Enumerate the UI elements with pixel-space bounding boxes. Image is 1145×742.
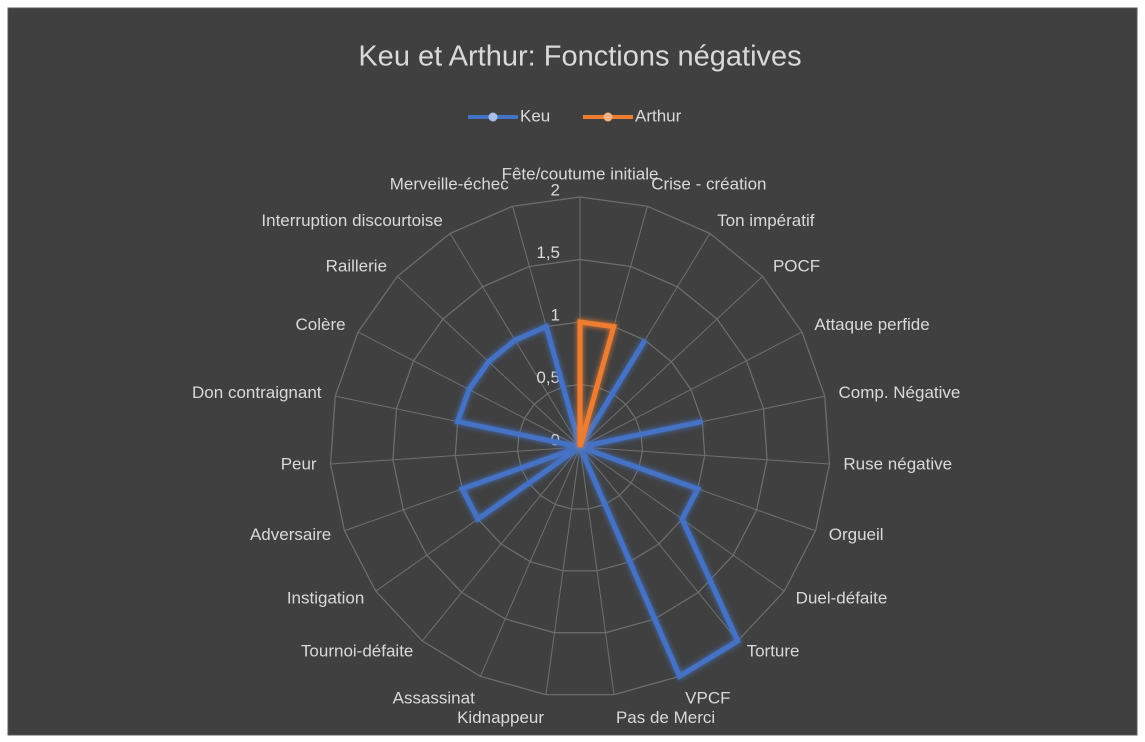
category-label: Fête/coutume initiale	[502, 164, 659, 183]
category-label: Peur	[281, 455, 317, 474]
spoke	[579, 446, 615, 695]
legend-label: Keu	[520, 106, 550, 125]
category-label: VPCF	[685, 689, 730, 708]
chart-title: Keu et Arthur: Fonctions négatives	[358, 41, 801, 73]
legend-label: Arthur	[635, 106, 682, 125]
spoke	[545, 446, 581, 695]
category-label: Kidnappeur	[457, 708, 544, 727]
chart-area	[7, 7, 1138, 736]
grid-ring	[517, 383, 643, 510]
spoke	[579, 446, 830, 465]
spoke	[479, 446, 581, 677]
series-line	[577, 319, 617, 448]
legend-marker	[603, 112, 613, 122]
spoke	[330, 446, 581, 465]
category-label: Instigation	[287, 589, 365, 608]
category-label: POCF	[773, 256, 820, 275]
category-label: Ruse négative	[843, 455, 952, 474]
grid-ring	[392, 258, 768, 634]
category-label: Merveille-échec	[390, 174, 510, 193]
spoke	[421, 446, 581, 642]
category-label: Colère	[296, 315, 346, 334]
category-label: Duel-défaite	[796, 589, 888, 608]
category-label: Assassinat	[393, 689, 475, 708]
category-label: Comp. Négative	[838, 383, 960, 402]
category-label: Tournoi-défaite	[301, 641, 413, 660]
grid-ring	[329, 196, 831, 696]
spoke	[579, 331, 803, 448]
legend-marker	[488, 112, 498, 122]
category-label: Torture	[747, 641, 800, 660]
category-label: Ton impératif	[717, 211, 815, 230]
category-label: Adversaire	[250, 525, 331, 544]
category-label: Pas de Merci	[616, 708, 715, 727]
r-tick-label: 0,5	[536, 368, 560, 387]
category-label: Attaque perfide	[814, 315, 929, 334]
category-label: Orgueil	[829, 525, 884, 544]
category-label: Don contraignant	[192, 383, 322, 402]
spoke	[579, 275, 764, 448]
spoke	[579, 446, 739, 642]
r-tick-label: 2	[551, 180, 560, 199]
r-tick-label: 1	[551, 305, 560, 324]
category-label: Interruption discourtoise	[261, 211, 442, 230]
category-label: Crise - création	[651, 174, 766, 193]
category-label: Raillerie	[326, 256, 387, 275]
r-tick-label: 1,5	[536, 243, 560, 262]
